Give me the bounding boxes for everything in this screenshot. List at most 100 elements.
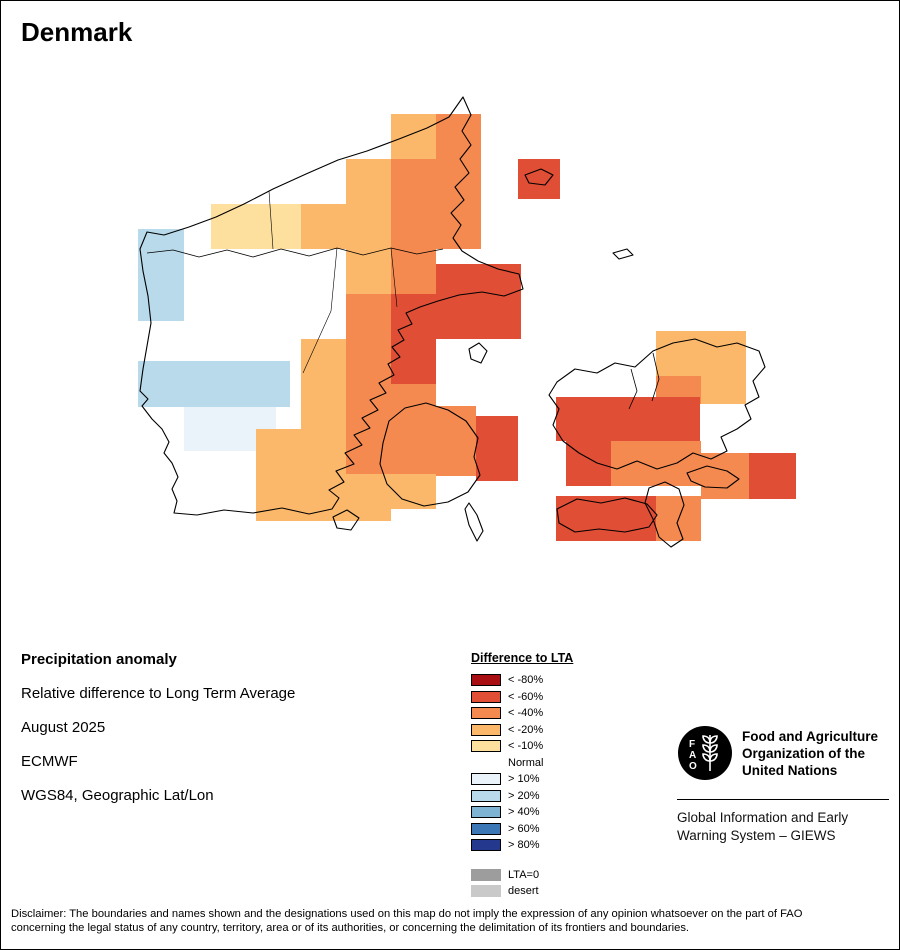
legend-label: < -60% <box>508 690 544 703</box>
legend-row: < -60% <box>471 689 621 706</box>
wheat-ear-icon <box>702 735 718 771</box>
fao-org-line-1: Food and Agriculture <box>742 729 878 744</box>
map-cell <box>476 416 518 481</box>
legend-swatch <box>471 806 501 819</box>
map-cell <box>391 294 436 339</box>
isefjord-line-2 <box>651 352 660 402</box>
map-cell <box>391 114 436 159</box>
legend-row: < -20% <box>471 722 621 739</box>
legend-swatch <box>471 789 501 802</box>
map-cell <box>628 397 700 441</box>
map-cell <box>256 204 301 249</box>
legend-label: < -20% <box>508 723 544 736</box>
map-cell <box>301 384 346 429</box>
map-cell <box>138 361 184 407</box>
giews-line-1: Global Information and Early <box>677 810 849 825</box>
map-cell <box>606 496 656 541</box>
coastline-layer <box>139 96 766 548</box>
map-cell <box>346 384 391 429</box>
internal-border-2 <box>302 247 338 374</box>
fao-logo: F A O <box>678 726 732 780</box>
legend-swatch <box>471 723 501 736</box>
map-cell <box>391 159 436 204</box>
map-cell <box>611 441 656 486</box>
map-cell <box>656 441 701 486</box>
legend-swatch <box>471 674 501 687</box>
map-cell <box>346 474 391 521</box>
falster-coastline <box>644 481 685 548</box>
map-cell <box>230 361 290 407</box>
zealand-coastline <box>548 338 766 470</box>
map-cell <box>556 397 628 441</box>
legend-title: Difference to LTA <box>471 651 574 665</box>
laesoe-coastline <box>524 168 554 186</box>
map-cell <box>391 204 436 249</box>
legend-swatch <box>471 756 501 769</box>
anholt-coastline <box>612 248 634 260</box>
legend-swatch <box>471 822 501 835</box>
map-cell <box>749 453 796 499</box>
map-cell <box>391 474 436 509</box>
map-cell <box>391 339 436 384</box>
map-cell <box>346 429 391 474</box>
legend-label: < -10% <box>508 740 544 753</box>
map-cell <box>436 114 481 159</box>
limfjord-line <box>146 247 444 258</box>
legend-swatch <box>471 885 501 898</box>
legend-swatch <box>471 773 501 786</box>
legend-label: > 10% <box>508 773 540 786</box>
fao-org-line-3: United Nations <box>742 763 838 778</box>
map-cell <box>436 264 521 339</box>
samsoe-coastline <box>468 342 488 364</box>
legend-row: > 40% <box>471 804 621 821</box>
map-cell <box>701 376 746 404</box>
page-title: Denmark <box>21 17 133 47</box>
lolland-coastline <box>556 497 658 533</box>
info-source: ECMWF <box>21 753 78 770</box>
map-cell <box>436 159 481 204</box>
map-cell <box>391 249 436 294</box>
giews-label: Global Information and Early Warning Sys… <box>677 809 889 845</box>
info-heading: Precipitation anomaly <box>21 651 177 668</box>
legend-label: > 40% <box>508 806 540 819</box>
fao-org-name: Food and Agriculture Organization of the… <box>742 725 878 779</box>
disclaimer-line-2: concerning the legal status of any count… <box>11 922 690 934</box>
map-cell <box>184 361 230 407</box>
svg-text:O: O <box>689 761 697 772</box>
legend-swatch <box>471 690 501 703</box>
legend-label: < -80% <box>508 674 544 687</box>
legend-swatch <box>471 740 501 753</box>
legend-swatch <box>471 868 501 881</box>
map-cell <box>701 453 749 499</box>
fao-divider <box>677 799 889 800</box>
legend-label: > 20% <box>508 789 540 802</box>
map-info-block: Precipitation anomaly Relative differenc… <box>21 651 451 821</box>
map-cell <box>256 429 301 474</box>
legend-label: > 60% <box>508 822 540 835</box>
map-cell <box>436 204 481 249</box>
moen-coastline <box>686 465 740 489</box>
map-cell <box>211 204 256 249</box>
svg-text:A: A <box>689 750 696 761</box>
legend-row: > 80% <box>471 837 621 854</box>
map-cell <box>346 249 391 294</box>
legend-label: > 80% <box>508 839 540 852</box>
map-cell <box>301 339 346 384</box>
legend-row: desert <box>471 883 621 900</box>
disclaimer: Disclaimer: The boundaries and names sho… <box>11 907 895 935</box>
map-cell <box>436 406 476 476</box>
denmark-coastline-jutland <box>139 96 524 516</box>
map-cell <box>346 159 391 204</box>
internal-border-3 <box>390 247 398 308</box>
map-cell <box>301 429 346 474</box>
legend-label: < -40% <box>508 707 544 720</box>
legend: Difference to LTA < -80% < -60% < -40% < -2… <box>471 651 621 900</box>
giews-line-2: Warning System – GIEWS <box>677 828 836 843</box>
map-cell <box>256 474 301 521</box>
map-cell <box>556 496 606 541</box>
info-subtitle: Relative difference to Long Term Average <box>21 685 296 702</box>
langeland-coastline <box>464 502 484 542</box>
map-cell <box>518 159 560 199</box>
